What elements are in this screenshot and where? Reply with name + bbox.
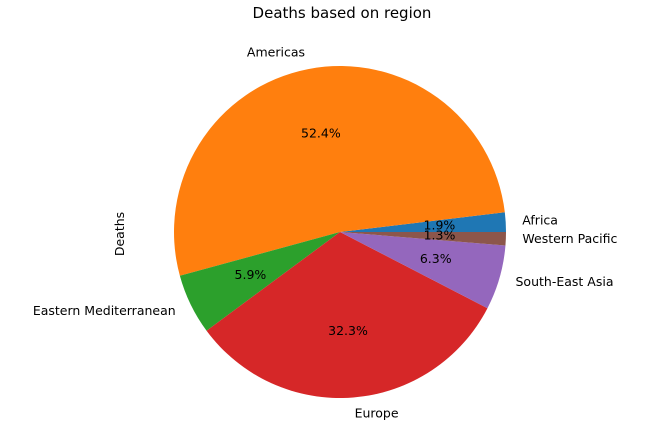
slice-percent-europe: 32.3% xyxy=(328,323,368,338)
slice-label-western-pacific: Western Pacific xyxy=(522,231,617,246)
slice-label-africa: Africa xyxy=(522,213,558,228)
slice-label-americas: Americas xyxy=(247,44,305,59)
slice-percent-south-east-asia: 6.3% xyxy=(420,251,452,266)
chart-title: Deaths based on region xyxy=(253,4,432,22)
pie-slice-africa xyxy=(340,212,506,232)
slice-percent-eastern-mediterranean: 5.9% xyxy=(235,267,267,282)
pie-slice-western-pacific xyxy=(340,232,506,246)
slice-percent-africa: 1.9% xyxy=(424,218,456,233)
slice-label-eastern-mediterranean: Eastern Mediterranean xyxy=(33,303,176,318)
pie-slice-eastern-mediterranean xyxy=(179,232,340,331)
pie-slice-americas xyxy=(173,66,505,276)
pie-slice-europe xyxy=(206,232,488,398)
slice-percent-americas: 52.4% xyxy=(301,126,341,141)
slice-label-south-east-asia: South-East Asia xyxy=(516,274,614,289)
pie-slices xyxy=(173,66,506,398)
slice-percent-western-pacific: 1.3% xyxy=(424,228,456,243)
pie-slice-south-east-asia xyxy=(340,232,506,309)
pie-labels: Africa 1.9% Americas 52.4% Eastern Mediterra… xyxy=(33,44,618,420)
slice-label-europe: Europe xyxy=(355,406,399,421)
y-axis-label: Deaths xyxy=(112,212,127,256)
